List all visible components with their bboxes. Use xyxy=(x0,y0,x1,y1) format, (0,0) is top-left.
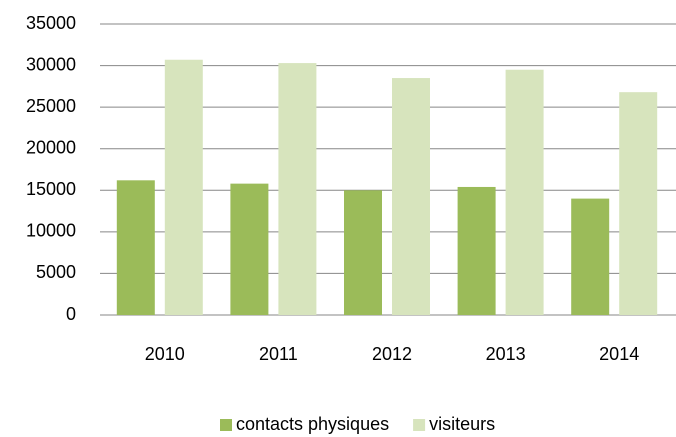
y-tick-label: 15000 xyxy=(26,179,76,199)
legend-swatch xyxy=(413,419,426,431)
x-tick-label: 2010 xyxy=(145,344,185,364)
bar xyxy=(164,59,203,315)
y-tick-label: 5000 xyxy=(36,262,76,282)
legend-label: visiteurs xyxy=(429,414,495,434)
bar xyxy=(278,63,317,315)
bar xyxy=(457,186,496,315)
legend-swatch xyxy=(220,419,232,431)
y-tick-label: 30000 xyxy=(26,54,76,74)
legend-label: contacts physiques xyxy=(236,414,389,434)
y-tick-label: 10000 xyxy=(26,221,76,241)
y-tick-label: 20000 xyxy=(26,137,76,157)
bar xyxy=(571,198,610,315)
bar xyxy=(505,69,544,315)
y-tick-label: 25000 xyxy=(26,96,76,116)
bar xyxy=(344,190,382,315)
bar xyxy=(230,183,269,315)
bar xyxy=(619,92,658,315)
x-tick-label: 2014 xyxy=(599,344,639,364)
x-tick-label: 2012 xyxy=(372,344,412,364)
y-tick-label: 0 xyxy=(66,304,76,324)
bar xyxy=(116,180,155,315)
bar xyxy=(392,78,430,316)
x-tick-label: 2011 xyxy=(259,344,298,364)
y-tick-label: 35000 xyxy=(26,13,76,33)
x-tick-label: 2013 xyxy=(486,344,526,364)
